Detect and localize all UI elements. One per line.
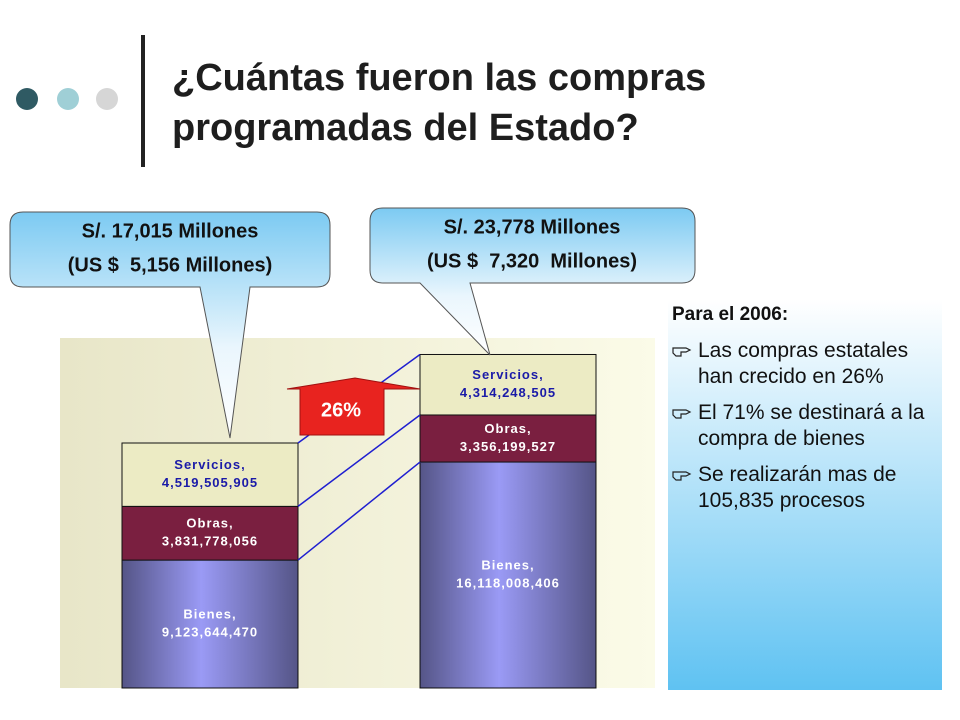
segment-name: Servicios, [174, 457, 245, 472]
title: ¿Cuántas fueron las compras [172, 57, 706, 99]
bullet-icon [672, 409, 692, 419]
callout [369, 207, 696, 356]
dot [16, 88, 38, 110]
segment-name: Obras, [484, 421, 531, 436]
segment-name: Obras, [186, 516, 233, 531]
bullet-text: El 71% se destinará a la compra de biene… [698, 401, 925, 450]
title: programadas del Estado? [172, 107, 639, 149]
notes: Para el 2006: Las compras estatales han … [672, 300, 938, 524]
callout-text: (US $ 5,156 Millones) [68, 254, 273, 276]
bullet: Las compras estatales han crecido en 26% [672, 338, 936, 390]
callout-text: (US $ 7,320 Millones) [427, 250, 637, 272]
title-rule [141, 35, 145, 167]
bullet: Se realizarán mas de 105,835 procesos [672, 462, 936, 514]
series-line [297, 414, 421, 507]
segment-name: Bienes, [183, 606, 236, 621]
dot [57, 88, 79, 110]
bar-segment [121, 505, 299, 561]
dot [96, 88, 118, 110]
bullet: El 71% se destinará a la compra de biene… [672, 400, 936, 452]
value-label: 9,123,644,470 [162, 624, 258, 639]
value-label: 4,314,248,505 [460, 385, 556, 400]
value-label: 16,118,008,406 [456, 575, 560, 590]
callout [9, 211, 331, 439]
value-label: 3,356,199,527 [460, 439, 556, 454]
bar-segment [121, 442, 299, 507]
bar-shade [122, 560, 298, 688]
callout-text: S/. 23,778 Millones [444, 216, 621, 238]
bullet-text: Las compras estatales han crecido en 26% [698, 339, 909, 388]
value-label: 3,831,778,056 [162, 534, 258, 549]
callout-text: S/. 17,015 Millones [82, 220, 259, 242]
bar-segment [419, 353, 597, 416]
segment-name: Servicios, [472, 367, 543, 382]
notes-panel [668, 300, 942, 690]
bar-shade [420, 462, 596, 688]
bullet-icon [672, 347, 692, 357]
series-line [297, 461, 421, 561]
bar-segment [419, 414, 597, 463]
growth-arrow [286, 377, 421, 436]
value-label: 4,519,505,905 [162, 475, 258, 490]
segment-name: Bienes, [481, 557, 534, 572]
growth-label: 26% [321, 399, 361, 421]
notes-heading: Para el 2006: [672, 304, 789, 325]
bullet-icon [672, 471, 692, 481]
bullet-text: Se realizarán mas de 105,835 procesos [698, 463, 897, 512]
